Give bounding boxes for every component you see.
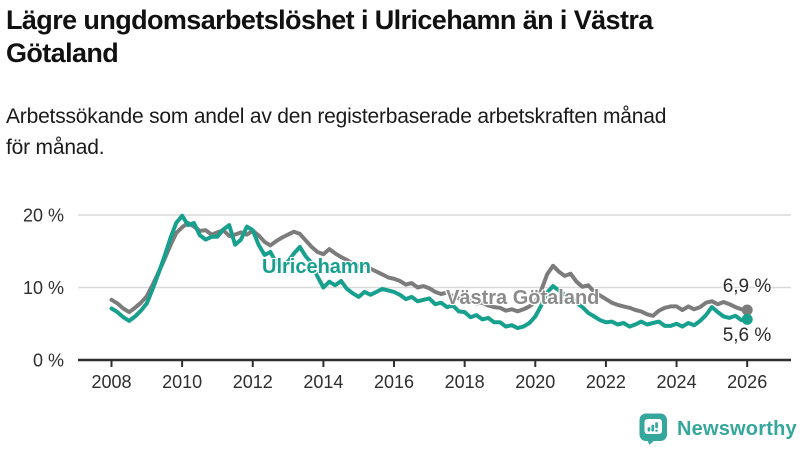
x-axis-tick-label: 2022 <box>586 372 626 392</box>
x-axis-tick-label: 2012 <box>233 372 273 392</box>
series-end-dot <box>741 304 753 316</box>
page-title-line2: Götaland <box>6 37 119 68</box>
newsworthy-logo-icon <box>639 413 667 445</box>
page-title: Lägre ungdomsarbetslöshet i Ulricehamn ä… <box>6 4 796 70</box>
chart-subtitle-line2: för månad. <box>6 135 105 159</box>
x-axis-tick-label: 2010 <box>162 372 202 392</box>
y-axis-tick-label: 20 % <box>23 206 64 226</box>
chart-subtitle-line1: Arbetssökande som andel av den registerb… <box>6 105 667 128</box>
series-line <box>109 213 750 331</box>
x-axis-tick-label: 2008 <box>91 372 131 392</box>
series-end-dot <box>741 313 753 325</box>
x-axis-tick-label: 2024 <box>657 372 697 392</box>
x-axis-tick-label: 2016 <box>374 372 414 392</box>
x-axis-tick-label: 2026 <box>727 372 767 392</box>
page-title-line1: Lägre ungdomsarbetslöshet i Ulricehamn ä… <box>6 5 653 35</box>
end-value-label-vastra-gotaland: 6,9 % <box>722 276 772 297</box>
y-axis-tick-label: 0 % <box>33 351 64 371</box>
x-axis-tick-label: 2014 <box>303 372 343 392</box>
newsworthy-brand-name: Newsworthy <box>677 417 797 440</box>
x-axis-tick-label: 2018 <box>445 372 485 392</box>
newsworthy-brand-link[interactable]: Newsworthy <box>639 413 797 445</box>
series-line <box>109 221 750 318</box>
x-axis-tick-label: 2020 <box>515 372 555 392</box>
end-value-label-ulricehamn: 5,6 % <box>722 325 772 346</box>
series-label-ulricehamn: Ulricehamn <box>262 256 371 278</box>
y-axis-tick-label: 10 % <box>23 278 64 298</box>
series-label-vastra-gotaland: Västra Götaland <box>446 287 600 309</box>
chart-subtitle: Arbetssökande som andel av den registerb… <box>6 102 796 163</box>
